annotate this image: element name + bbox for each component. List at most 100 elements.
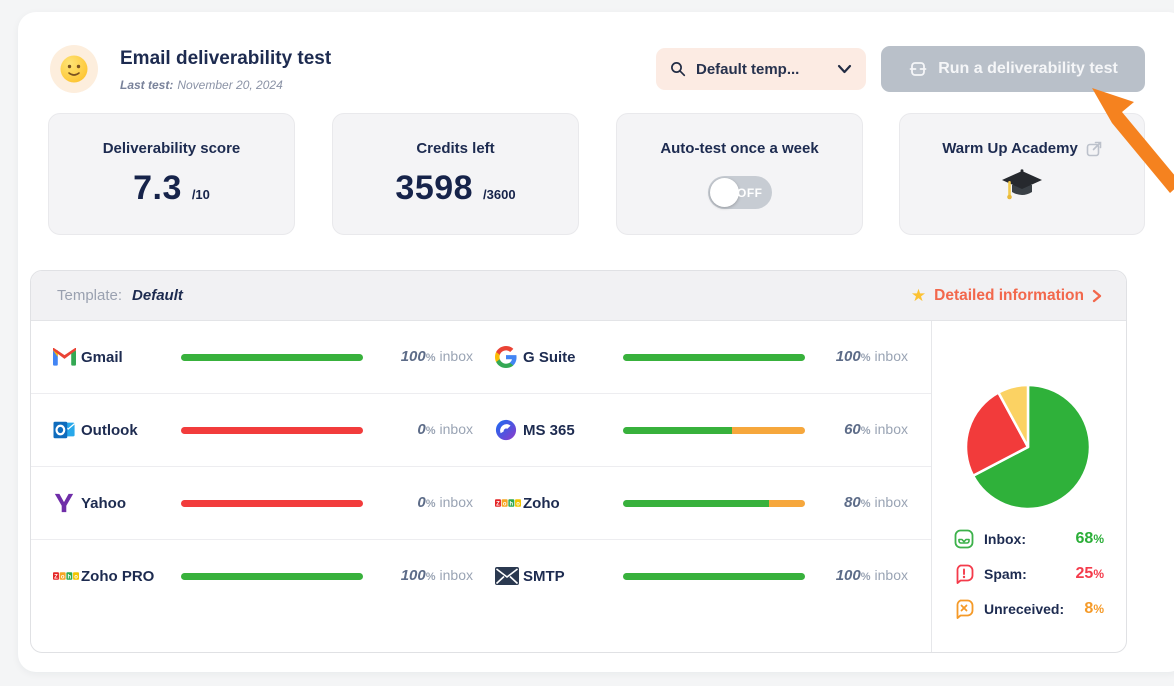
credits-total: /3600	[483, 187, 516, 202]
provider-name: SMTP	[523, 567, 565, 585]
chart-legend: Inbox: 68% Spam: 25%	[954, 529, 1104, 634]
legend-value: 68%	[1075, 530, 1104, 547]
outlook-icon	[53, 419, 81, 441]
template-label: Template:	[57, 287, 123, 304]
provider-name: Zoho	[523, 494, 560, 512]
detailed-information-label: Detailed information	[934, 286, 1084, 304]
yahoo-progress-bar	[181, 499, 363, 507]
gmail-icon	[53, 348, 81, 366]
provider-row: Outlook 0% inbox MS 365	[31, 394, 931, 467]
page-title: Email deliverability test	[120, 48, 332, 69]
stat-card-credits-left: Credits left 3598 /3600	[332, 113, 579, 235]
provider-row: Yahoo 0% inbox Z o h o	[31, 467, 931, 540]
gmail-progress-bar	[181, 353, 363, 361]
detailed-information-link[interactable]: ★ Detailed information	[911, 287, 1102, 305]
last-test-date: November 20, 2024	[177, 78, 283, 92]
legend-row-spam: Spam: 25%	[954, 564, 1104, 584]
smiley-emoji-icon	[50, 45, 98, 93]
legend-row-unreceived: Unreceived: 8%	[954, 599, 1104, 619]
smtp-envelope-icon	[495, 567, 523, 585]
run-deliverability-test-button[interactable]: Run a deliverability test	[881, 46, 1145, 92]
last-test-label: Last test:	[120, 78, 174, 92]
inbox-percentage: 0% inbox	[417, 494, 473, 511]
star-icon: ★	[910, 286, 927, 305]
stat-label: Deliverability score	[102, 140, 241, 157]
legend-label: Spam:	[984, 566, 1027, 582]
provider-cell-ms365: MS 365 60% inbox	[481, 419, 931, 441]
deliverability-score-value: 7.3 /10	[49, 169, 294, 208]
svg-text:h: h	[68, 574, 72, 580]
provider-name: MS 365	[523, 421, 575, 439]
provider-name: Zoho PRO	[81, 567, 155, 585]
score-total: /10	[191, 187, 210, 202]
score-number: 7.3	[133, 169, 182, 207]
template-select[interactable]: Default temp...	[656, 48, 866, 90]
yahoo-icon	[53, 492, 81, 514]
pie-slice-unreceived	[997, 383, 1030, 449]
svg-text:o: o	[74, 574, 78, 580]
legend-label: Unreceived:	[984, 601, 1065, 617]
zoho-progress-bar	[623, 499, 805, 507]
ms365-icon	[495, 419, 523, 441]
outlook-progress-bar	[181, 426, 363, 434]
toggle-knob	[709, 178, 739, 207]
provider-name: Gmail	[81, 348, 123, 366]
zoho-pro-progress-bar	[181, 572, 363, 580]
provider-cell-smtp: SMTP 100% inbox	[481, 567, 931, 585]
svg-text:Z: Z	[54, 574, 58, 580]
stat-card-warmup-academy[interactable]: Warm Up Academy	[899, 113, 1145, 235]
chevron-down-icon	[837, 64, 852, 74]
graduation-cap-icon	[900, 168, 1144, 211]
inbox-percentage: 60% inbox	[844, 421, 908, 438]
provider-name: G Suite	[523, 348, 576, 366]
inbox-percentage: 0% inbox	[417, 421, 473, 438]
provider-results-list: Gmail 100% inbox G Suite	[31, 321, 931, 652]
inbox-percentage: 100% inbox	[835, 567, 908, 584]
legend-value: 25%	[1075, 565, 1104, 582]
autotest-toggle[interactable]: OFF	[707, 176, 772, 209]
legend-row-inbox: Inbox: 68%	[954, 529, 1104, 549]
inbox-percentage: 100% inbox	[400, 348, 473, 365]
credits-left-value: 3598 /3600	[333, 169, 578, 208]
stat-card-deliverability-score: Deliverability score 7.3 /10	[48, 113, 295, 235]
inbox-icon	[909, 62, 927, 76]
provider-cell-gsuite: G Suite 100% inbox	[481, 346, 931, 368]
spam-legend-icon	[956, 564, 974, 584]
zoho-icon: Z o h o	[495, 497, 523, 509]
stat-label: Warm Up Academy	[942, 140, 1078, 157]
svg-text:h: h	[510, 501, 514, 507]
inbox-percentage: 80% inbox	[844, 494, 908, 511]
provider-row: Z o h o Zoho PRO 100% inbox	[31, 540, 931, 612]
credits-number: 3598	[395, 169, 474, 207]
provider-name: Outlook	[81, 421, 138, 439]
provider-name: Yahoo	[81, 494, 127, 512]
provider-cell-outlook: Outlook 0% inbox	[31, 419, 481, 441]
inbox-percentage: 100% inbox	[835, 348, 908, 365]
provider-row: Gmail 100% inbox G Suite	[31, 321, 931, 394]
svg-text:Z: Z	[496, 501, 500, 507]
stat-card-autotest: Auto-test once a week OFF	[616, 113, 863, 235]
provider-cell-yahoo: Yahoo 0% inbox	[31, 492, 481, 514]
template-select-value: Default temp...	[696, 60, 800, 78]
panel-header: Template: Default ★ Detailed information	[31, 271, 1126, 321]
ms365-progress-bar	[623, 426, 805, 434]
legend-label: Inbox:	[984, 531, 1026, 547]
deliverability-pie-chart	[958, 377, 1126, 522]
summary-chart-column: Inbox: 68% Spam: 25%	[931, 321, 1126, 652]
svg-text:o: o	[503, 501, 507, 507]
gsuite-progress-bar	[623, 353, 805, 361]
provider-cell-gmail: Gmail 100% inbox	[31, 348, 481, 366]
inbox-percentage: 100% inbox	[400, 567, 473, 584]
search-icon	[671, 62, 686, 77]
inbox-legend-icon	[954, 529, 974, 549]
chevron-right-icon	[1092, 289, 1102, 302]
external-link-icon[interactable]	[1086, 141, 1102, 157]
legend-value: 8%	[1084, 600, 1104, 617]
provider-cell-zoho: Z o h o Zoho 80% inbox	[481, 494, 931, 512]
provider-cell-zoho-pro: Z o h o Zoho PRO 100% inbox	[31, 567, 481, 585]
run-test-label: Run a deliverability test	[938, 60, 1118, 77]
unreceived-legend-icon	[956, 599, 974, 619]
template-name: Default	[132, 287, 183, 304]
pie-slice-inbox	[971, 383, 1092, 511]
